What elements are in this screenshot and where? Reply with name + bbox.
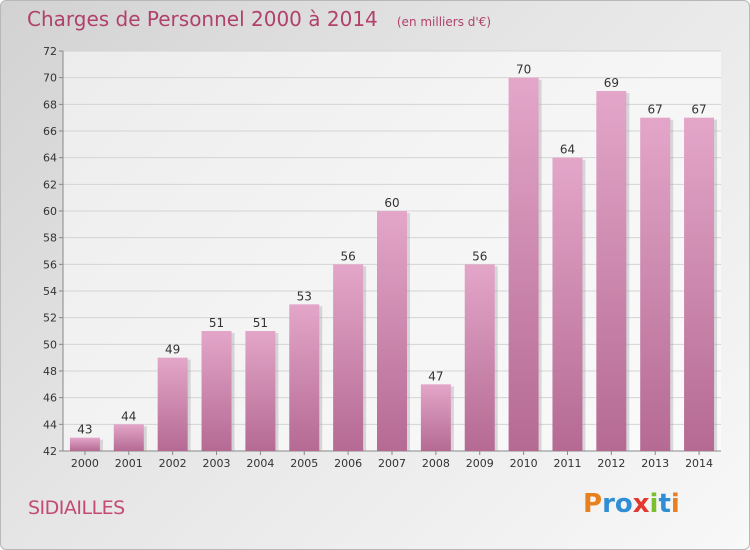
- y-tick-label: 42: [43, 445, 57, 458]
- bar-2003: [201, 331, 232, 451]
- x-tick-label: 2002: [159, 457, 187, 470]
- y-tick-label: 60: [43, 205, 57, 218]
- logo-letter: i: [670, 489, 680, 519]
- x-tick-label: 2014: [685, 457, 713, 470]
- chart-title: Charges de Personnel 2000 à 2014: [27, 7, 378, 31]
- y-tick-label: 54: [43, 285, 57, 298]
- data-label: 56: [340, 249, 355, 263]
- bar-2005: [289, 304, 320, 451]
- logo-letter: x: [632, 489, 650, 519]
- x-tick-label: 2008: [422, 457, 450, 470]
- bar-2007: [377, 211, 407, 451]
- y-tick-label: 58: [43, 232, 57, 245]
- data-label: 44: [121, 409, 136, 423]
- x-tick-label: 2009: [466, 457, 494, 470]
- data-label: 56: [472, 249, 487, 263]
- data-label: 67: [691, 103, 706, 117]
- label-layer: 2000 43 2001 44 2002 49 2003 51 2004 51 2005 53 2006…: [71, 63, 713, 470]
- bar-2000: [69, 437, 100, 451]
- bar-2004: [245, 331, 276, 451]
- y-tick-label: 66: [43, 125, 57, 138]
- logo-letter: i: [649, 489, 659, 519]
- bar-2006: [333, 264, 364, 451]
- x-tick-label: 2001: [115, 457, 143, 470]
- x-tick-label: 2011: [553, 457, 581, 470]
- x-tick-label: 2007: [378, 457, 406, 470]
- y-tick-label: 50: [43, 338, 57, 351]
- logo-letter: o: [614, 489, 633, 519]
- x-tick-label: 2004: [246, 457, 274, 470]
- data-label: 69: [604, 76, 619, 90]
- y-tick-label: 68: [43, 98, 57, 111]
- data-label: 51: [253, 316, 268, 330]
- logo-letter: t: [658, 489, 671, 519]
- bar-2009: [464, 264, 495, 451]
- x-tick-label: 2006: [334, 457, 362, 470]
- data-label: 51: [209, 316, 224, 330]
- x-tick-label: 2000: [71, 457, 99, 470]
- logo-letter: r: [602, 489, 615, 519]
- x-tick-label: 2010: [510, 457, 538, 470]
- y-tick-label: 44: [43, 418, 57, 431]
- proxiti-logo[interactable]: Proxiti: [583, 489, 680, 519]
- data-label: 53: [297, 289, 312, 303]
- bar-2008: [420, 384, 451, 451]
- bar-2013: [640, 117, 671, 452]
- y-tick-label: 62: [43, 178, 57, 191]
- y-tick-label: 48: [43, 365, 57, 378]
- bar-2001: [113, 424, 144, 451]
- data-label: 43: [77, 423, 92, 437]
- data-label: 60: [384, 196, 399, 210]
- x-tick-label: 2005: [290, 457, 318, 470]
- commune-name: SIDIAILLES: [28, 497, 125, 519]
- x-tick-label: 2003: [203, 457, 231, 470]
- data-label: 67: [648, 103, 663, 117]
- data-label: 49: [165, 343, 180, 357]
- bar-2002: [157, 357, 188, 451]
- chart-subtitle: (en milliers d'€): [396, 15, 491, 29]
- y-tick-label: 70: [43, 72, 57, 85]
- bar-2011: [552, 157, 583, 451]
- data-label: 70: [516, 63, 531, 77]
- bar-2010: [508, 77, 539, 452]
- data-label: 64: [560, 143, 575, 157]
- logo-letter: P: [583, 489, 603, 519]
- bar-2012: [596, 91, 627, 451]
- y-tick-label: 64: [43, 152, 57, 165]
- y-tick-label: 56: [43, 258, 57, 271]
- bar-2014: [684, 117, 715, 452]
- bar-layer: [69, 77, 718, 452]
- title-row: Charges de Personnel 2000 à 2014 (en mil…: [27, 7, 491, 31]
- y-tick-label: 46: [43, 392, 57, 405]
- x-tick-label: 2013: [641, 457, 669, 470]
- x-tick-label: 2012: [597, 457, 625, 470]
- data-label: 47: [428, 369, 443, 383]
- y-tick-label: 52: [43, 312, 57, 325]
- y-tick-label: 72: [43, 45, 57, 58]
